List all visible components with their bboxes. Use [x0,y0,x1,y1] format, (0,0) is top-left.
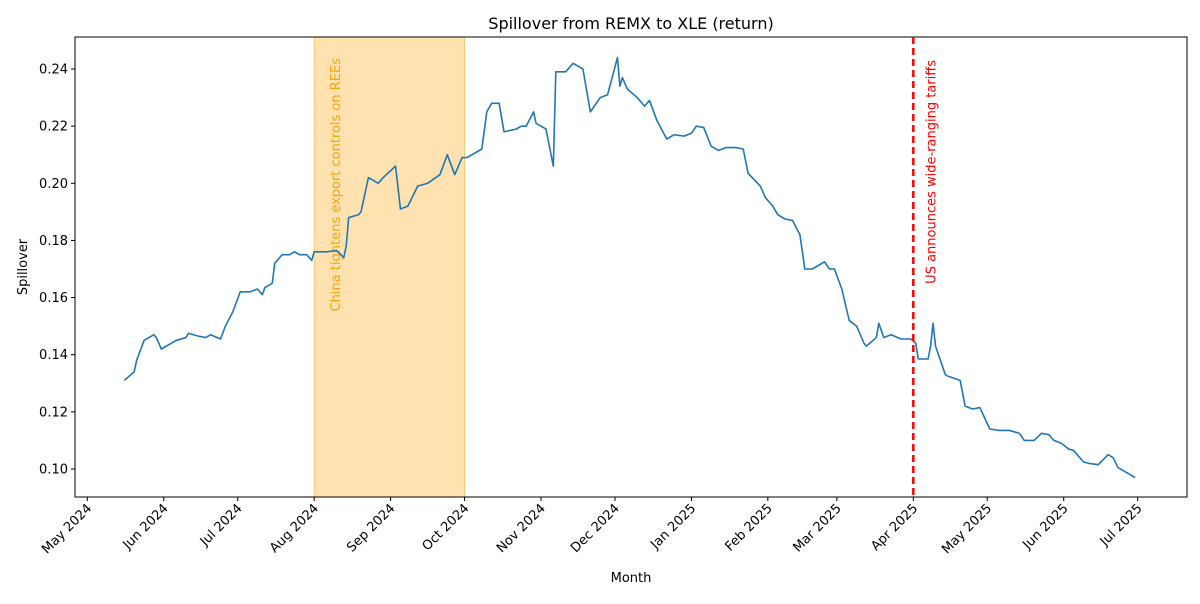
y-tick-label: 0.22 [39,120,68,135]
y-tick-label: 0.12 [39,405,68,420]
y-tick-label: 0.18 [39,234,68,249]
y-tick-label: 0.16 [39,291,68,306]
x-axis-label: Month [611,571,652,586]
plot-frame [74,36,1188,498]
y-tick-label: 0.10 [39,463,68,478]
event-label: US announces wide-ranging tariffs [924,60,939,284]
y-tick-label: 0.14 [39,348,68,363]
chart-title: Spillover from REMX to XLE (return) [488,14,773,33]
y-axis-label: Spillover [16,238,31,295]
y-tick-label: 0.24 [39,63,68,78]
y-tick-label: 0.20 [39,177,68,192]
span-label: China tightens export controls on REEs [329,58,344,312]
shaded-span [313,36,466,498]
data-line [123,56,1136,479]
